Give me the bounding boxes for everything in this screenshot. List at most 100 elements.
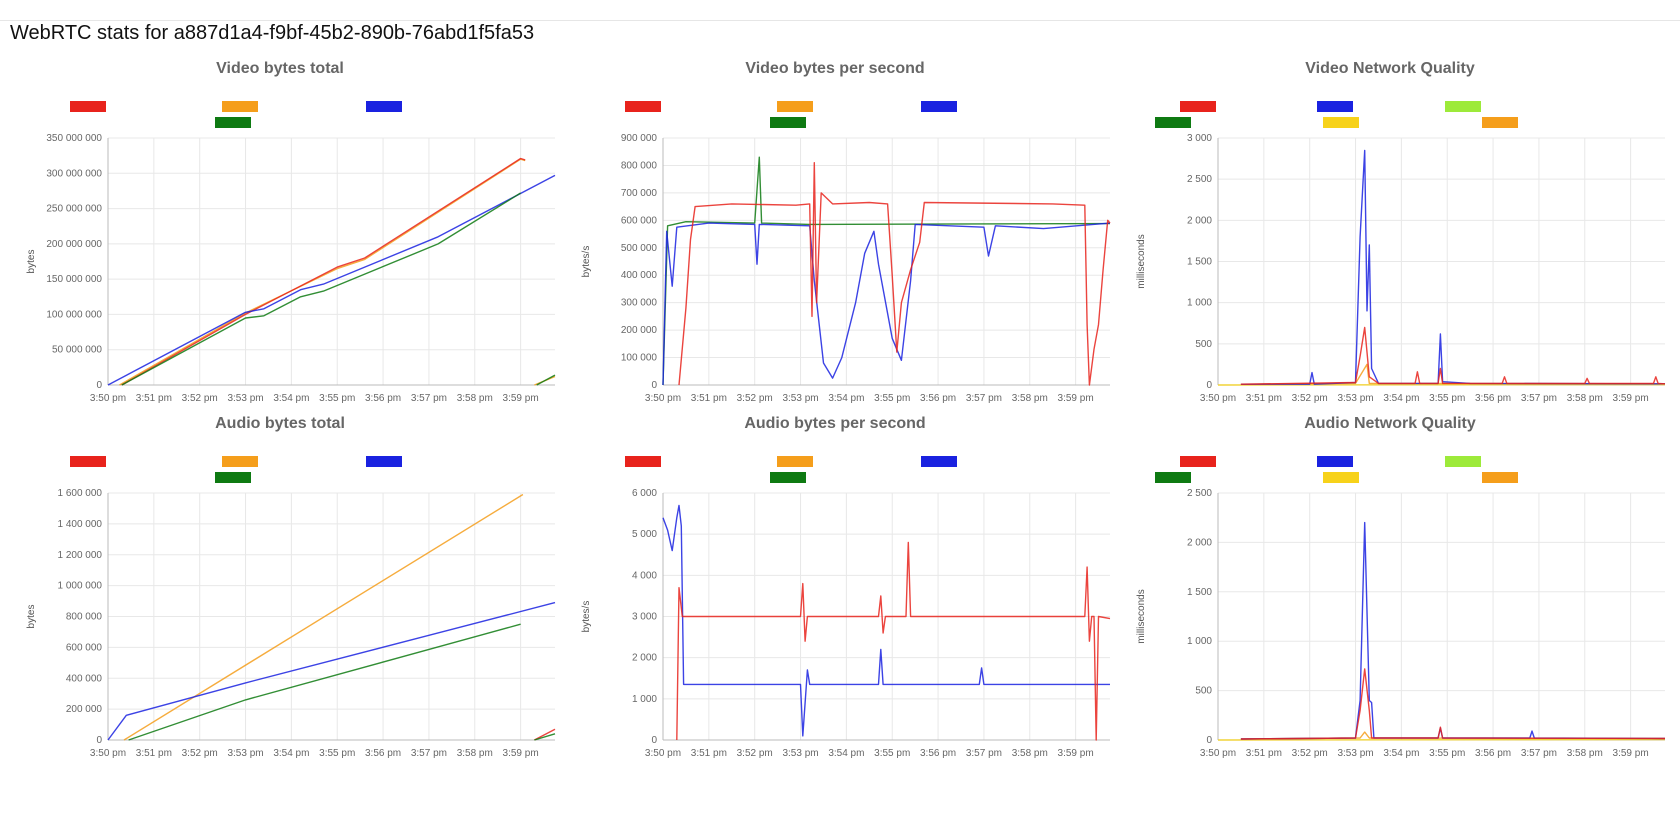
legend-swatch-orange[interactable] <box>222 456 258 467</box>
x-tick-label: 3:56 pm <box>920 393 956 404</box>
series-line-blue <box>662 504 1110 737</box>
plot-area: 0 500 1 000 1 500 2 000 2 500 3:50 pm 3:51 pm 3:… <box>1136 488 1666 759</box>
x-tick-label: 3:51 pm <box>136 748 172 759</box>
x-tick-label: 3:51 pm <box>1246 748 1282 759</box>
x-tick-label: 3:54 pm <box>828 393 864 404</box>
x-tick-label: 3:53 pm <box>1337 748 1373 759</box>
video-bytes-per-second-chart: Video bytes per second 0 100 000 200 000 300… <box>555 60 1115 420</box>
x-tick-label: 3:50 pm <box>90 393 126 404</box>
y-tick-label: 0 <box>1206 380 1212 391</box>
chart-title: Video Network Quality <box>1305 60 1475 77</box>
x-tick-label: 3:53 pm <box>1337 393 1373 404</box>
x-tick-label: 3:56 pm <box>1475 748 1511 759</box>
legend-swatch-lime[interactable] <box>1445 456 1481 467</box>
x-tick-label: 3:56 pm <box>920 748 956 759</box>
y-tick-label: 2 000 <box>632 653 657 664</box>
series-line-red <box>1240 668 1666 740</box>
x-tick-label: 3:52 pm <box>182 748 218 759</box>
legend-swatch-blue[interactable] <box>921 456 957 467</box>
page-title: WebRTC stats for a887d1a4-f9bf-45b2-890b… <box>10 22 535 44</box>
y-tick-label: 1 000 <box>1187 636 1212 647</box>
x-tick-label: 3:53 pm <box>227 393 263 404</box>
x-tick-label: 3:54 pm <box>1383 393 1419 404</box>
series-line-yellow <box>1217 738 1666 741</box>
x-tick-label: 3:51 pm <box>691 748 727 759</box>
y-tick-label: 1 000 <box>1187 298 1212 309</box>
legend-swatch-green[interactable] <box>1155 472 1191 483</box>
series-line-blue <box>1240 521 1666 740</box>
x-tick-label: 3:54 pm <box>273 748 309 759</box>
series-line-blue <box>107 601 556 741</box>
legend-swatch-green[interactable] <box>770 472 806 483</box>
chart-title: Video bytes total <box>216 60 344 77</box>
legend-swatch-red[interactable] <box>625 101 661 112</box>
legend-swatch-orange[interactable] <box>222 101 258 112</box>
x-tick-label: 3:58 pm <box>1567 748 1603 759</box>
y-tick-label: 350 000 000 <box>46 133 102 144</box>
y-axis-label: bytes/s <box>581 601 592 633</box>
plot-area: 0 100 000 200 000 300 000 400 000 500 000 600 … <box>581 133 1111 404</box>
x-tick-label: 3:55 pm <box>874 748 910 759</box>
legend-swatch-green[interactable] <box>1155 117 1191 128</box>
y-tick-label: 0 <box>96 380 102 391</box>
y-tick-label: 700 000 <box>621 188 658 199</box>
legend-swatch-blue[interactable] <box>1317 101 1353 112</box>
y-tick-label: 200 000 000 <box>46 239 102 250</box>
series-line-orange <box>123 493 524 741</box>
legend-swatch-red[interactable] <box>1180 456 1216 467</box>
legend-swatch-orange[interactable] <box>1482 472 1518 483</box>
legend-swatch-orange[interactable] <box>777 456 813 467</box>
x-tick-label: 3:57 pm <box>966 393 1002 404</box>
x-tick-label: 3:59 pm <box>1058 393 1094 404</box>
x-tick-label: 3:51 pm <box>691 393 727 404</box>
legend-swatch-blue[interactable] <box>1317 456 1353 467</box>
legend-swatch-green[interactable] <box>770 117 806 128</box>
y-tick-label: 800 000 <box>621 160 658 171</box>
series-line-green <box>121 192 521 386</box>
plot-area: 0 1 000 2 000 3 000 4 000 5 000 6 000 3:50 pm 3:… <box>581 488 1111 759</box>
y-tick-label: 50 000 000 <box>52 345 102 356</box>
legend-swatch-orange[interactable] <box>777 101 813 112</box>
x-tick-label: 3:51 pm <box>136 393 172 404</box>
legend-swatch-red[interactable] <box>625 456 661 467</box>
x-tick-label: 3:57 pm <box>411 393 447 404</box>
y-tick-label: 3 000 <box>1187 133 1212 144</box>
legend-swatch-red[interactable] <box>70 101 106 112</box>
y-tick-label: 0 <box>1206 735 1212 746</box>
y-tick-label: 0 <box>651 380 657 391</box>
legend-swatch-green[interactable] <box>215 472 251 483</box>
x-tick-label: 3:55 pm <box>874 393 910 404</box>
y-tick-label: 300 000 000 <box>46 168 102 179</box>
x-tick-label: 3:50 pm <box>90 748 126 759</box>
x-tick-label: 3:55 pm <box>1429 748 1465 759</box>
legend-swatch-red[interactable] <box>70 456 106 467</box>
plot-area: 0 200 000 400 000 600 000 800 000 1 000 000 1 … <box>26 488 556 759</box>
top-divider <box>0 20 1680 21</box>
legend-swatch-red[interactable] <box>1180 101 1216 112</box>
y-tick-label: 0 <box>96 735 102 746</box>
chart-title: Video bytes per second <box>745 60 925 77</box>
legend-swatch-orange[interactable] <box>1482 117 1518 128</box>
audio-network-quality-chart: Audio Network Quality 0 500 1 000 1 500 2 000… <box>1110 415 1670 775</box>
y-tick-label: 4 000 <box>632 570 657 581</box>
legend-swatch-blue[interactable] <box>366 456 402 467</box>
series-line-green <box>536 374 556 386</box>
legend-swatch-blue[interactable] <box>921 101 957 112</box>
legend-swatch-blue[interactable] <box>366 101 402 112</box>
legend-swatch-lime[interactable] <box>1445 101 1481 112</box>
y-tick-label: 800 000 <box>66 612 103 623</box>
y-tick-label: 500 <box>1195 339 1212 350</box>
x-tick-label: 3:58 pm <box>457 393 493 404</box>
x-tick-label: 3:50 pm <box>645 748 681 759</box>
legend-swatch-green[interactable] <box>215 117 251 128</box>
legend-swatch-yellow[interactable] <box>1323 117 1359 128</box>
y-tick-label: 150 000 000 <box>46 274 102 285</box>
series-line-green <box>128 623 521 741</box>
series-line-blue <box>662 222 1111 386</box>
x-tick-label: 3:57 pm <box>1521 393 1557 404</box>
x-tick-label: 3:56 pm <box>365 748 401 759</box>
legend-swatch-yellow[interactable] <box>1323 472 1359 483</box>
y-tick-label: 1 500 <box>1187 587 1212 598</box>
y-tick-label: 500 000 <box>621 243 658 254</box>
chart-title: Audio bytes total <box>215 415 345 432</box>
